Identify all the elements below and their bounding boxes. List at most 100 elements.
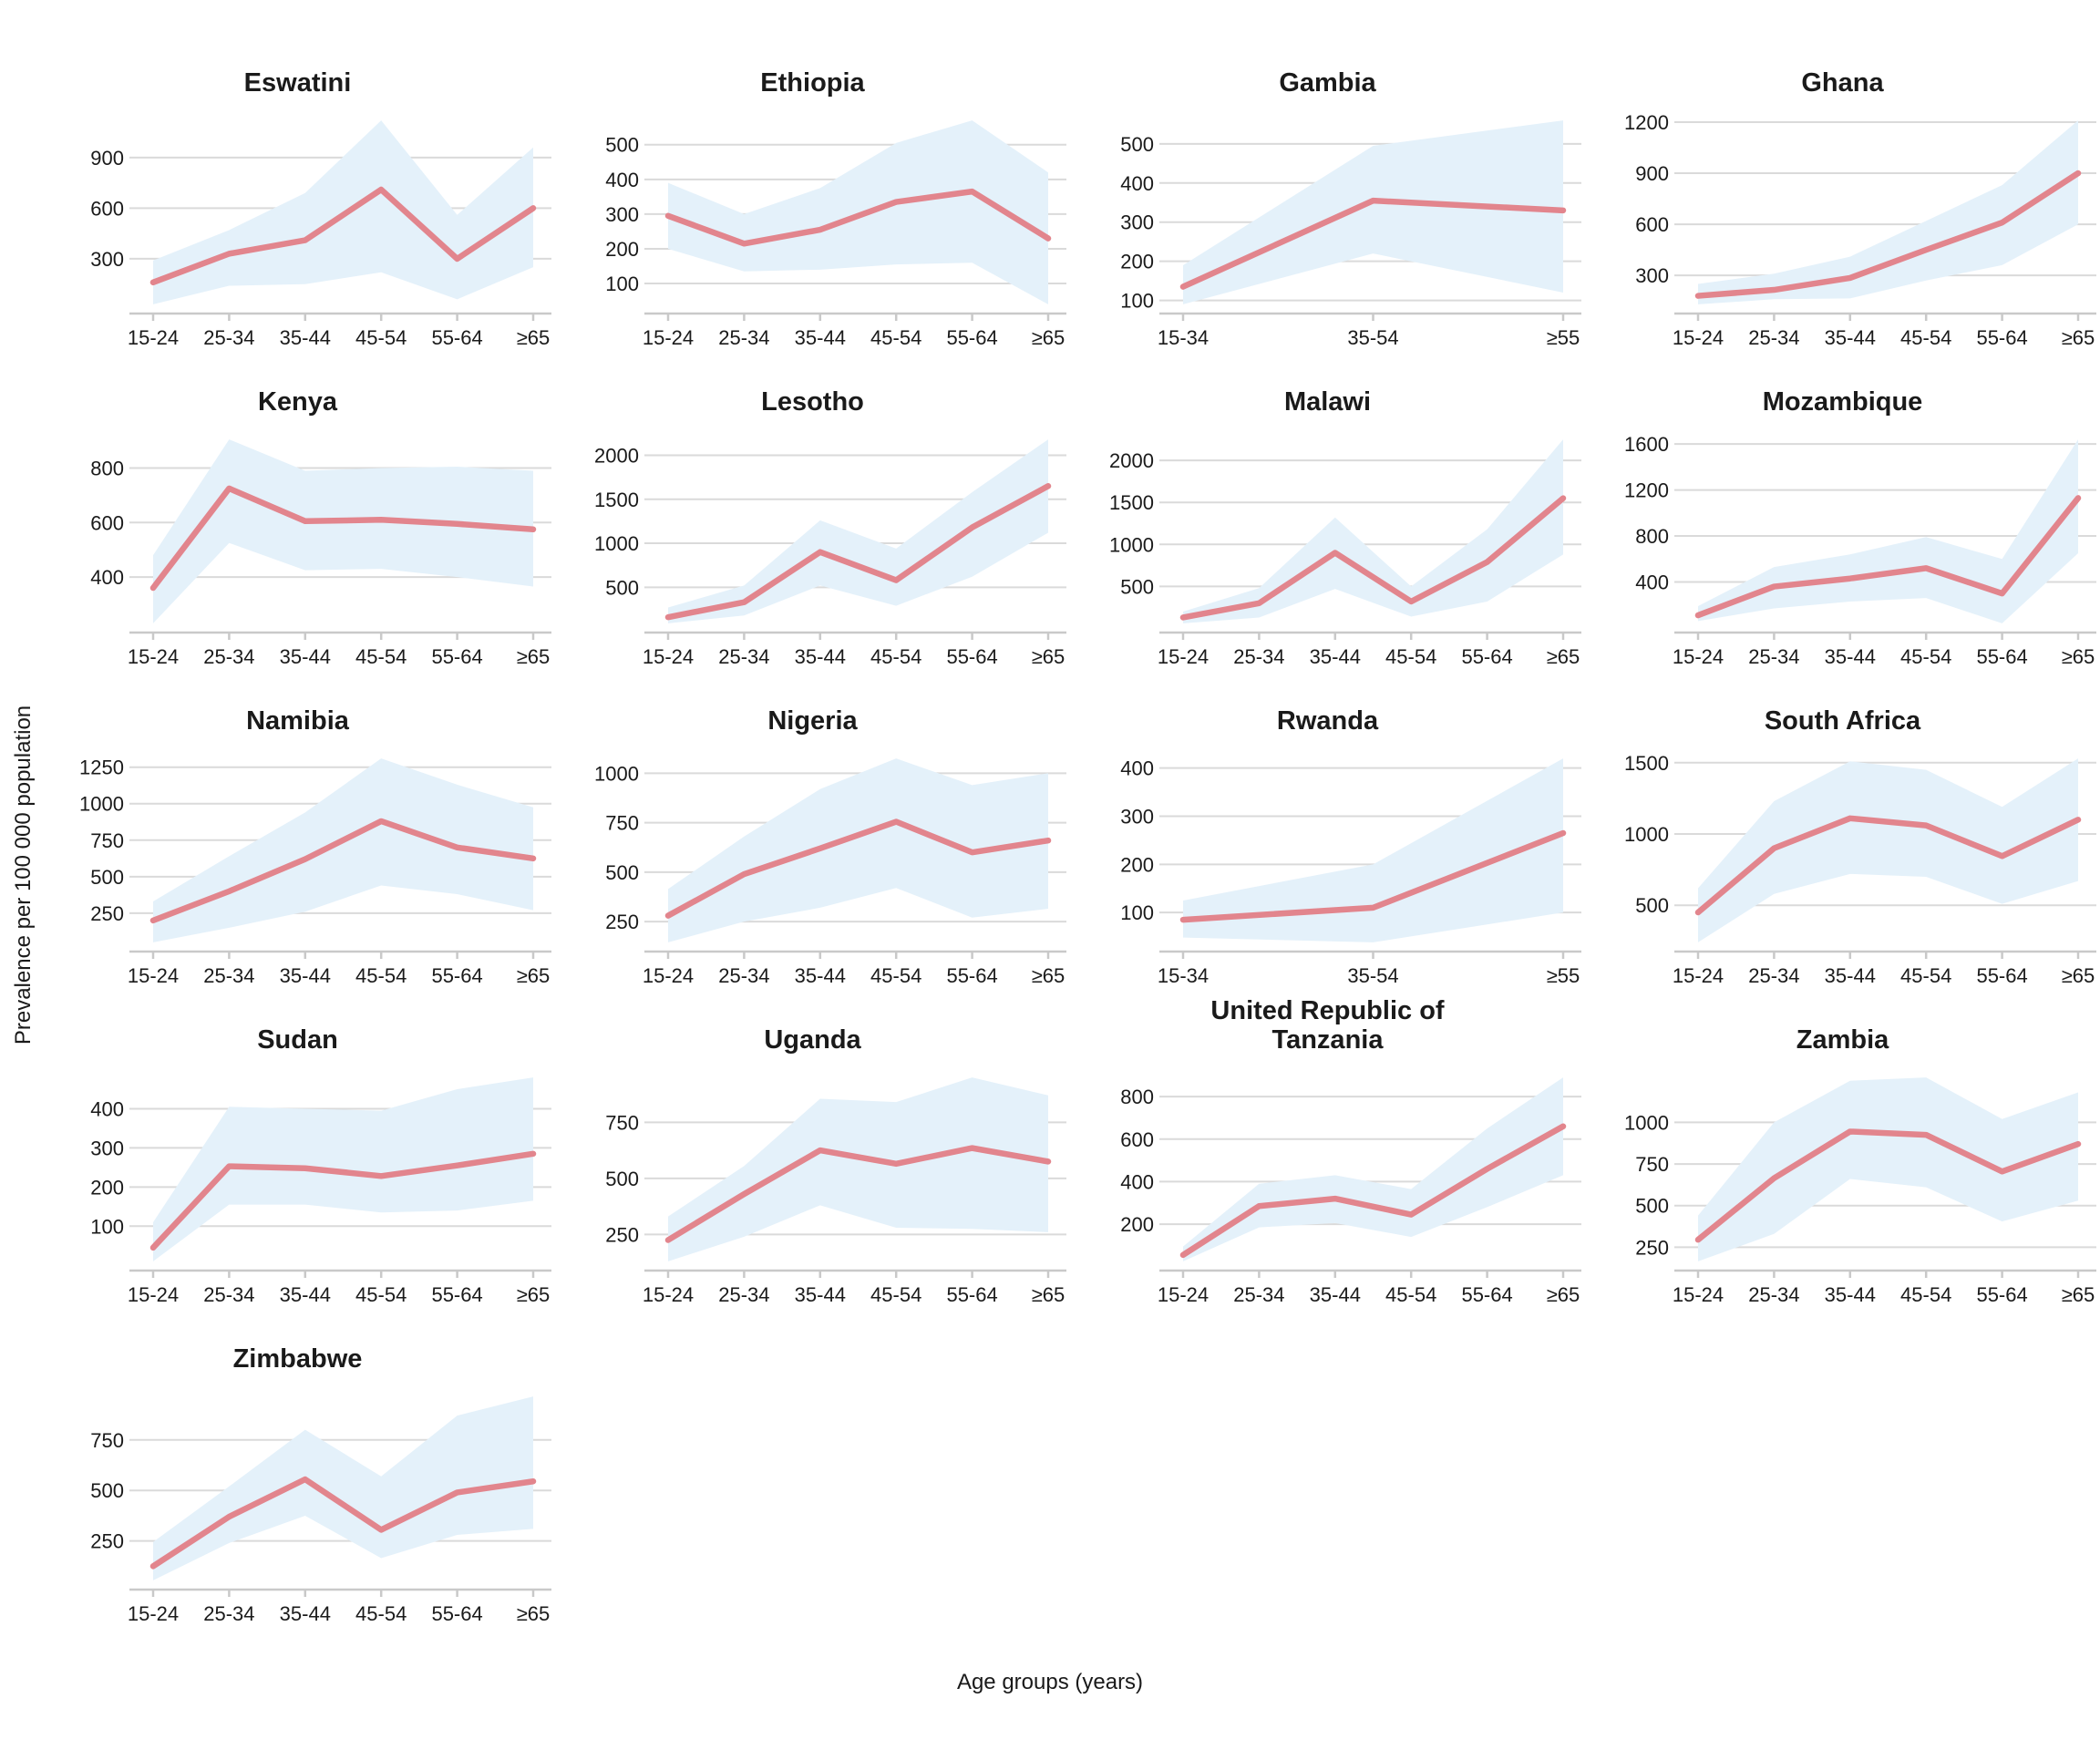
y-tick-label: 1200 [1624,111,1669,134]
chart-panel: 250 500 750 1000 15-24 25-34 35-44 45-54 55-64 ≥6… [1585,1008,2100,1327]
x-tick-label: 45-54 [1900,1283,1951,1306]
x-tick-label: 45-54 [1900,964,1951,987]
y-tick-label: 900 [1635,162,1669,185]
y-tick-label: 500 [605,1168,639,1190]
x-tick-label: 55-64 [431,964,482,987]
prevalence-line [1179,495,1567,621]
x-tick-label: ≥65 [2062,964,2095,987]
panel-plot: 300 600 900 15-24 25-34 35-44 45-54 55-64 ≥65 Esw… [90,68,551,349]
x-tick-label: 45-54 [870,326,921,349]
panel-plot: 250 500 750 1000 15-24 25-34 35-44 45-54 55-64 ≥6… [594,706,1066,987]
x-tick-label: ≥65 [517,964,551,987]
panel-title: Tanzania [1272,1025,1385,1055]
y-tick-label: 1500 [594,489,639,511]
panel-title: Namibia [246,706,350,736]
x-tick-label: 45-54 [355,326,407,349]
x-tick-label: 45-54 [870,1283,921,1306]
y-tick-label: 1000 [594,532,639,555]
x-tick-label: ≥65 [1032,326,1065,349]
confidence-band [1698,758,2078,942]
y-tick-label: 300 [1120,211,1154,234]
x-tick-label: 25-34 [203,1283,254,1306]
y-tick-label: 200 [1120,853,1154,876]
y-tick-label: 1000 [1624,1111,1669,1134]
y-tick-label: 400 [90,566,124,589]
y-tick-label: 600 [90,197,124,220]
x-tick-label: 35-44 [280,1283,331,1306]
y-tick-label: 300 [605,203,639,226]
x-tick-label: 15-24 [1158,1283,1209,1306]
x-tick-label: 35-44 [795,1283,846,1306]
x-tick-label: 25-34 [203,645,254,668]
x-tick-label: 25-34 [718,326,769,349]
chart-panel: 250 500 750 1000 15-24 25-34 35-44 45-54 55-64 ≥6… [555,689,1070,1008]
y-tick-label: 750 [90,1429,124,1452]
confidence-band [668,1077,1048,1261]
x-tick-label: 55-64 [946,964,997,987]
panel-title: Kenya [258,387,338,417]
y-tick-label: 1600 [1624,433,1669,456]
panel-plot: 100 200 300 400 500 15-24 25-34 35-44 45-54 55-64… [605,68,1066,349]
x-tick-label: 35-44 [1825,645,1876,668]
y-tick-label: 500 [1635,1195,1669,1218]
y-tick-label: 1000 [1109,533,1154,556]
confidence-band [668,120,1048,304]
prevalence-line [1179,1123,1567,1259]
panel-title: Ethiopia [760,68,865,98]
confidence-band [668,439,1048,623]
chart-panel: 250 500 750 15-24 25-34 35-44 45-54 55-64 ≥65 Zim… [40,1327,555,1646]
x-tick-label: 55-64 [946,645,997,668]
y-tick-label: 500 [605,861,639,884]
x-tick-label: 55-64 [1461,645,1512,668]
x-tick-label: 55-64 [431,1602,482,1625]
y-tick-label: 250 [1635,1236,1669,1259]
x-tick-label: 25-34 [203,326,254,349]
y-tick-label: 800 [90,457,124,479]
x-tick-label: 55-64 [1976,1283,2027,1306]
x-tick-label: 25-34 [718,1283,769,1306]
prevalence-line [664,188,1052,247]
prevalence-line [149,1476,537,1570]
x-tick-label: 15-24 [128,1602,179,1625]
panel-plot: 100 200 300 400 500 15-34 35-54 ≥55 Gambia [1120,68,1581,349]
confidence-band [1183,120,1563,304]
x-tick-label: 55-64 [946,1283,997,1306]
x-tick-label: ≥65 [1032,645,1065,668]
y-tick-label: 200 [1120,251,1154,273]
chart-panel: 100 200 300 400 15-24 25-34 35-44 45-54 55-64 ≥65… [40,1008,555,1327]
x-tick-label: 35-54 [1347,326,1398,349]
x-tick-label: 15-24 [643,326,694,349]
chart-panel: 500 1000 1500 15-24 25-34 35-44 45-54 55-64 ≥65 S… [1585,689,2100,1008]
x-axis-label: Age groups (years) [956,1670,1144,1694]
prevalence-line [149,1150,537,1251]
y-tick-label: 250 [605,1223,639,1246]
x-tick-label: 55-64 [431,326,482,349]
confidence-band [1698,1077,2078,1261]
x-tick-label: ≥65 [517,645,551,668]
chart-panel: 400 600 800 15-24 25-34 35-44 45-54 55-64 ≥65 Ken… [40,370,555,689]
x-tick-label: ≥65 [1032,1283,1065,1306]
prevalence-line [1694,815,2082,916]
confidence-band [1698,439,2078,623]
x-tick-label: 45-54 [870,645,921,668]
y-tick-label: 750 [605,812,639,835]
x-tick-label: ≥65 [1547,1283,1580,1306]
confidence-band [1183,758,1563,942]
y-tick-label: 400 [1635,571,1669,594]
confidence-band [153,439,533,623]
x-tick-label: 15-34 [1158,964,1209,987]
y-tick-label: 750 [1635,1153,1669,1176]
chart-panel: 250 500 750 15-24 25-34 35-44 45-54 55-64 ≥65 Uga… [555,1008,1070,1327]
x-tick-label: 25-34 [718,645,769,668]
y-tick-label: 400 [1120,172,1154,195]
panel-plot: 250 500 750 15-24 25-34 35-44 45-54 55-64 ≥65 Uga… [605,1025,1066,1306]
confidence-band [1698,120,2078,304]
panel-title: Eswatini [244,68,352,98]
x-tick-label: 15-24 [128,326,179,349]
x-tick-label: 35-44 [1825,326,1876,349]
y-tick-label: 1000 [79,793,124,816]
x-tick-label: 55-64 [1976,326,2027,349]
x-tick-label: 35-44 [1825,964,1876,987]
x-tick-label: 35-44 [280,1602,331,1625]
y-tick-label: 2000 [1109,449,1154,472]
